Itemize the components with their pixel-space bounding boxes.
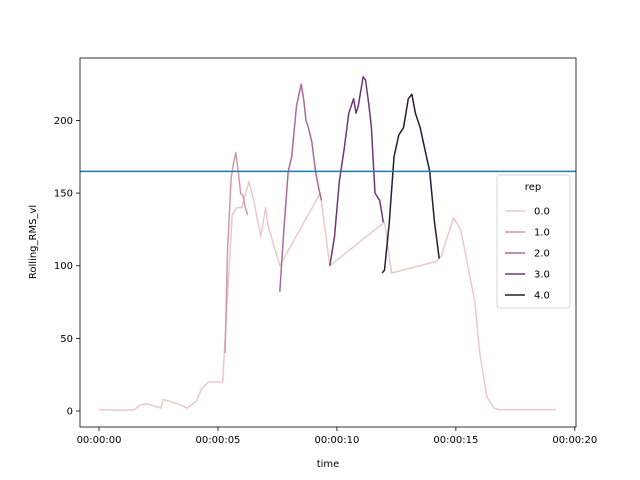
legend-label: 1.0	[534, 228, 550, 239]
series-line-2.0	[279, 83, 323, 292]
legend: rep 0.0 1.0 2.0 3.0 4.0	[496, 174, 571, 309]
legend-label: 0.0	[534, 207, 550, 218]
x-tick-label: 00:00:00	[77, 435, 122, 446]
x-tick-label: 00:00:15	[433, 435, 478, 446]
legend-items: 0.0 1.0 2.0 3.0 4.0	[505, 207, 550, 302]
y-tick-label: 150	[54, 189, 73, 200]
legend-label: 4.0	[534, 291, 550, 302]
series-group	[80, 76, 576, 412]
axes-frame	[79, 57, 577, 428]
series-line-4.0	[381, 93, 440, 274]
y-tick-label: 200	[54, 116, 73, 127]
series-line-1.0	[224, 151, 249, 353]
y-tick-label: 100	[54, 261, 73, 272]
legend-title: rep	[525, 182, 541, 193]
x-tick-label: 00:00:05	[196, 435, 241, 446]
legend-label: 3.0	[534, 270, 550, 281]
x-axis: 00:00:00 00:00:05 00:00:10 00:00:15 00:00:20	[77, 427, 597, 446]
y-axis-label: Rolling_RMS_vl	[28, 205, 39, 279]
y-axis: 0 50 100 150 200	[54, 116, 80, 418]
series-line-0.0	[98, 180, 556, 412]
x-tick-label: 00:00:20	[552, 435, 597, 446]
x-tick-label: 00:00:10	[314, 435, 359, 446]
y-tick-label: 50	[60, 334, 73, 345]
y-tick-label: 0	[67, 407, 73, 418]
legend-frame	[496, 174, 571, 309]
plot-area	[80, 76, 576, 412]
x-axis-label: time	[317, 459, 340, 470]
legend-label: 2.0	[534, 249, 550, 260]
